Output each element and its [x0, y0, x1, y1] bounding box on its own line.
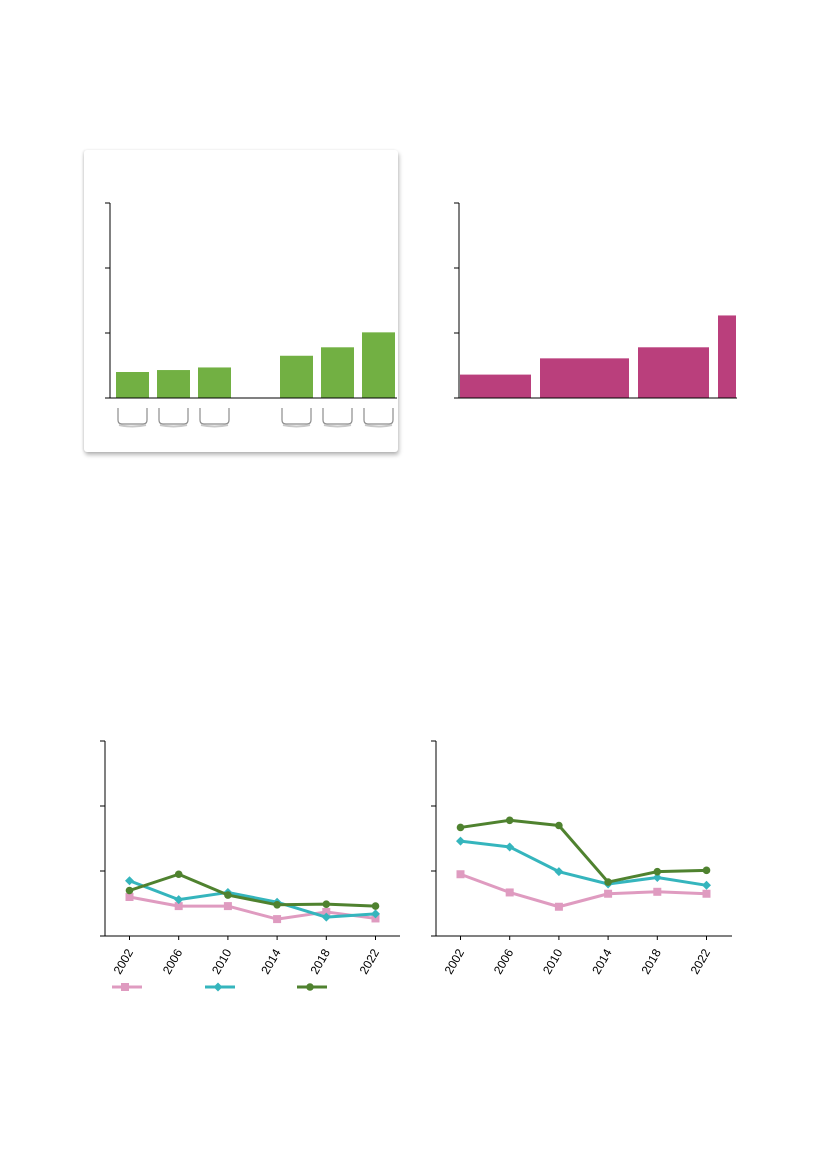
magenta-bar-3 [718, 315, 736, 398]
lines-left-x-tick-label-0: 2002 [111, 946, 137, 976]
lines-left-series-2-point-1 [174, 870, 183, 879]
lines-left-series-0-point-4 [322, 907, 331, 916]
lines-right-series-2-point-5 [702, 866, 711, 875]
lines-left-series-0-line [129, 895, 376, 921]
lines-right-x-tick-label-0: 2002 [442, 946, 468, 976]
lines-left-series-0-point-1 [174, 902, 183, 911]
magenta-bar-1 [540, 358, 629, 398]
lines-right-x-tick-label-3: 2014 [589, 946, 615, 976]
lines-right-x-tick-label-5: 2022 [688, 946, 714, 976]
lines-right-series-1-point-2 [554, 867, 564, 877]
lines-left-series-0-point-2 [223, 902, 232, 911]
lines-right-series-1-line [460, 839, 707, 887]
lines-left-x-tick-label-4: 2018 [307, 946, 333, 976]
lines-right-series-2-point-1 [505, 816, 514, 825]
lines-right-series-0-line [459, 872, 707, 909]
lines-left-series-2-point-0 [125, 886, 134, 895]
lines-left-series-0-point-3 [273, 915, 282, 924]
lines-left-series-2-point-4 [322, 900, 331, 908]
lines-right-x-tick-label-2: 2010 [540, 946, 566, 976]
magenta-bar-2 [638, 347, 709, 398]
lines-right-series-2-point-2 [555, 821, 563, 830]
lines-right-series-0-point-2 [554, 902, 563, 911]
lines-right-series-0-point-1 [505, 888, 514, 897]
lines-right-x-tick-label-4: 2018 [638, 946, 664, 976]
lines-left-x-tick-label-2: 2010 [209, 946, 235, 976]
lines-right-series-1-point-3 [603, 879, 613, 889]
lines-left-series-1-point-0 [125, 876, 134, 886]
magenta-bar-0 [460, 374, 531, 398]
lines-left-x-tick-label-1: 2006 [160, 946, 186, 976]
lines-left-series-2-point-2 [224, 891, 232, 899]
lines-left-series-2-line [129, 872, 376, 908]
lines-right-series-1-point-0 [456, 836, 465, 846]
lines-left-series-2-point-3 [273, 901, 281, 909]
lines-left-series-1-point-4 [321, 912, 331, 922]
lines-right-x-tick-label-1: 2006 [491, 946, 517, 976]
legend-marker-2 [306, 983, 314, 991]
lines-left-series-1-point-2 [223, 887, 233, 897]
lines-right-series-0-point-0 [456, 870, 465, 879]
lines-right-series-1-point-1 [505, 842, 515, 852]
legend-marker-0 [121, 983, 129, 991]
lines-right-series-2-line [460, 818, 707, 884]
lines-right-series-2-point-3 [604, 878, 612, 886]
lines-left-x-tick-label-5: 2022 [357, 946, 383, 976]
legend-marker-1 [213, 982, 223, 992]
lines-right-series-0-point-3 [604, 889, 613, 898]
lines-left-series-0-point-0 [125, 893, 134, 901]
lines-left-x-tick-label-3: 2014 [258, 946, 284, 976]
lines-left-series-1-point-1 [174, 895, 184, 905]
lines-right-series-0-point-5 [702, 889, 711, 898]
lines-right-series-2-point-4 [653, 867, 662, 876]
lines-right-series-2-point-0 [456, 823, 465, 832]
lines-right-series-1-point-4 [652, 873, 662, 882]
lines-left-series-0-point-5 [371, 914, 380, 923]
chart-panel-card [84, 150, 398, 452]
lines-left-series-1-point-5 [371, 909, 380, 919]
lines-left-series-1-line [128, 879, 376, 919]
lines-right-series-1-point-5 [702, 880, 711, 890]
lines-left-series-1-point-3 [272, 897, 282, 907]
lines-left-series-2-point-5 [371, 902, 380, 910]
lines-right-series-0-point-4 [653, 887, 662, 896]
